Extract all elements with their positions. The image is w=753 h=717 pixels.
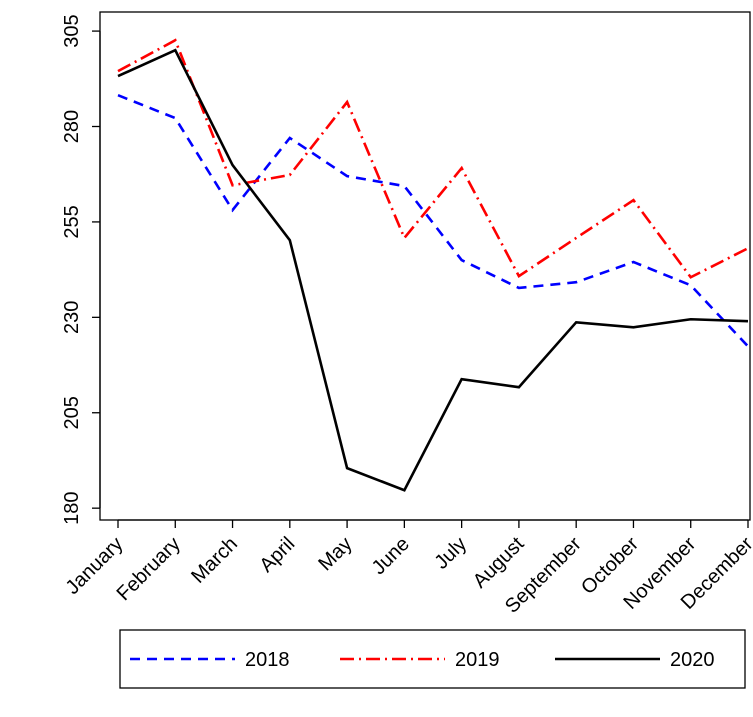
y-tick-label: 280 [61, 110, 83, 143]
line-series [117, 38, 749, 279]
y-tick-label: 205 [61, 396, 83, 429]
x-tick-label: February [113, 533, 185, 605]
y-tick-label: 180 [61, 491, 83, 524]
x-tick-label: June [368, 533, 414, 579]
plot-frame [99, 11, 751, 521]
x-tick-label: April [256, 533, 300, 577]
legend-label: 2018 [245, 649, 290, 671]
line-series [117, 48, 749, 492]
y-tick-label: 230 [61, 301, 83, 334]
legend-frame [119, 629, 746, 689]
legend-label: 2019 [455, 649, 500, 671]
y-tick-label: 305 [61, 14, 83, 47]
y-tick-label: 255 [61, 205, 83, 238]
x-tick-label: July [430, 533, 471, 574]
legend-label: 2020 [670, 649, 715, 671]
x-tick-label: May [314, 533, 356, 575]
x-tick-label: March [187, 533, 242, 588]
